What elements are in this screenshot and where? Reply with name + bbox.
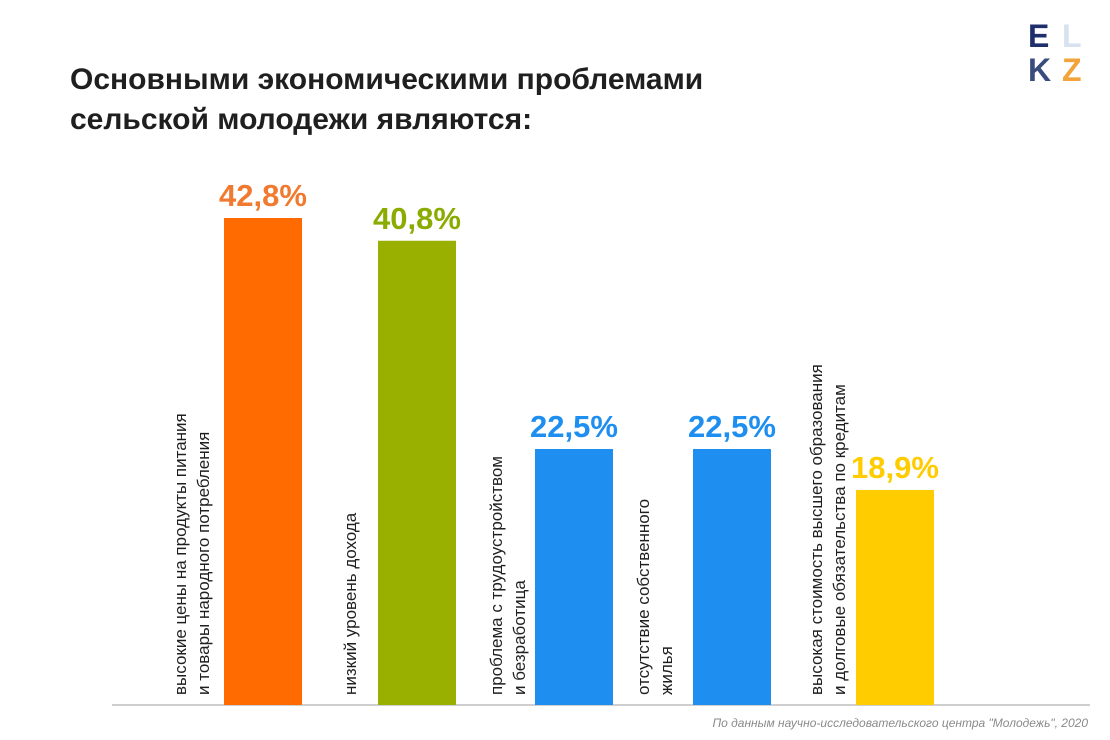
data-label: 22,5% bbox=[688, 409, 776, 444]
logo-letter-l: L bbox=[1062, 18, 1082, 54]
logo-letter-z: Z bbox=[1062, 52, 1082, 88]
bar bbox=[856, 489, 934, 705]
category-label: жилья bbox=[657, 646, 676, 695]
bar bbox=[535, 448, 613, 705]
category-label: и долговые обязательства по кредитам bbox=[830, 384, 849, 695]
chart-title-line-1: Основными экономическими проблемами bbox=[70, 63, 704, 96]
bar bbox=[693, 448, 771, 705]
bar bbox=[224, 218, 302, 705]
data-label: 42,8% bbox=[219, 178, 307, 213]
category-label: и товары народного потребления bbox=[194, 432, 213, 695]
chart-title: Основными экономическими проблемами сель… bbox=[70, 60, 830, 140]
category-label: и безработица bbox=[510, 580, 529, 695]
bar bbox=[378, 240, 456, 705]
data-label: 18,9% bbox=[851, 450, 939, 485]
elkz-logo: E L K Z bbox=[1028, 20, 1092, 88]
data-label: 22,5% bbox=[530, 409, 618, 444]
category-label: высокая стоимость высшего образования bbox=[807, 364, 826, 695]
logo-letter-e: E bbox=[1028, 18, 1050, 54]
chart-title-line-2: сельской молодежи являются: bbox=[70, 103, 533, 136]
source-note: По данным научно-исследовательского цент… bbox=[712, 716, 1088, 730]
data-label: 40,8% bbox=[373, 201, 461, 236]
category-label: проблема с трудоустройством bbox=[487, 456, 506, 695]
category-label: высокие цены на продукты питания bbox=[171, 413, 190, 695]
category-label: низкий уровень дохода bbox=[341, 512, 360, 695]
logo-letter-k: K bbox=[1028, 52, 1052, 88]
category-label: отсутствие собственного bbox=[634, 499, 653, 695]
